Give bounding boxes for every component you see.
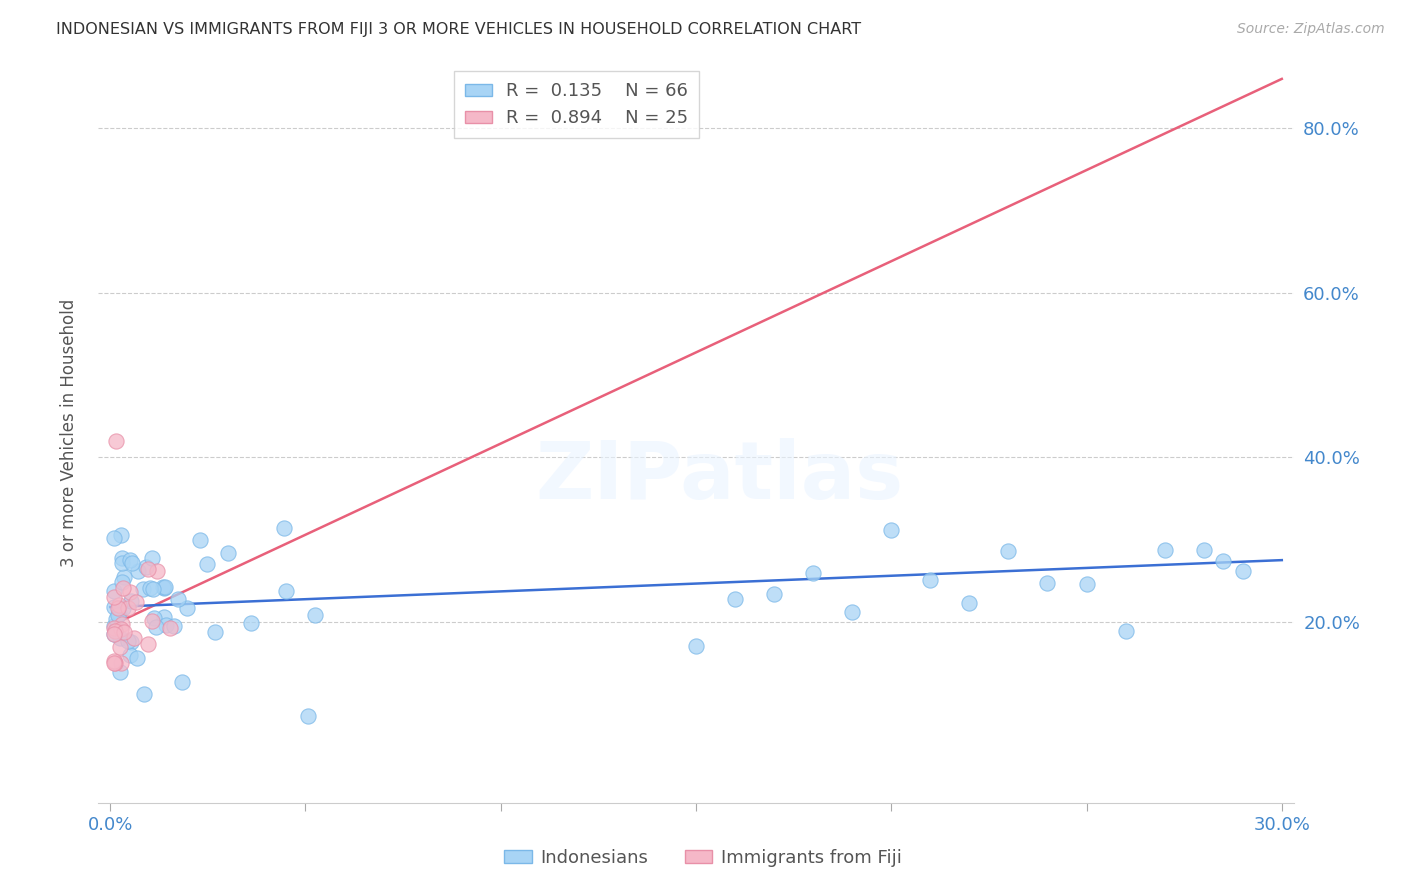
Point xyxy=(117,634,139,648)
Point xyxy=(142,582,165,596)
Y-axis label: 3 or more Vehicles in Household: 3 or more Vehicles in Household xyxy=(59,299,77,566)
Point xyxy=(103,590,125,604)
Point xyxy=(217,546,239,560)
Point xyxy=(103,627,125,641)
Point xyxy=(111,581,134,595)
Point xyxy=(108,640,131,655)
Point xyxy=(142,610,165,624)
Point xyxy=(163,618,186,632)
Point xyxy=(108,631,131,645)
Point xyxy=(920,573,942,587)
Point xyxy=(141,614,163,628)
Point xyxy=(188,533,211,548)
Point xyxy=(105,612,128,626)
Point xyxy=(107,601,129,615)
Point xyxy=(297,709,319,723)
Point xyxy=(1076,577,1098,591)
Point xyxy=(120,593,142,607)
Point xyxy=(103,656,125,670)
Text: INDONESIAN VS IMMIGRANTS FROM FIJI 3 OR MORE VEHICLES IN HOUSEHOLD CORRELATION C: INDONESIAN VS IMMIGRANTS FROM FIJI 3 OR … xyxy=(56,22,862,37)
Point xyxy=(152,580,174,594)
Point xyxy=(159,621,181,635)
Point xyxy=(117,600,139,615)
Point xyxy=(103,654,125,668)
Point xyxy=(103,619,125,633)
Point xyxy=(153,581,176,595)
Point xyxy=(1115,624,1137,638)
Point xyxy=(103,583,125,598)
Point xyxy=(132,582,155,596)
Point xyxy=(841,605,863,619)
Point xyxy=(304,607,326,622)
Point xyxy=(125,651,148,665)
Point xyxy=(110,656,132,670)
Legend: R =  0.135    N = 66, R =  0.894    N = 25: R = 0.135 N = 66, R = 0.894 N = 25 xyxy=(454,71,699,138)
Point xyxy=(108,607,131,621)
Point xyxy=(103,621,125,635)
Point xyxy=(114,625,136,640)
Point xyxy=(724,592,747,607)
Point xyxy=(110,528,132,542)
Point xyxy=(120,585,142,599)
Point xyxy=(107,607,129,622)
Text: ZIPatlas: ZIPatlas xyxy=(536,438,904,516)
Point xyxy=(135,560,157,574)
Point xyxy=(195,558,218,572)
Legend: Indonesians, Immigrants from Fiji: Indonesians, Immigrants from Fiji xyxy=(498,842,908,874)
Point xyxy=(120,648,142,662)
Point xyxy=(276,583,298,598)
Point xyxy=(111,616,134,631)
Point xyxy=(112,601,135,615)
Point xyxy=(111,556,134,570)
Point xyxy=(103,599,125,614)
Point xyxy=(155,617,177,632)
Point xyxy=(166,591,188,606)
Point xyxy=(239,616,262,631)
Point xyxy=(146,564,169,578)
Point xyxy=(997,544,1019,558)
Point xyxy=(1212,553,1234,567)
Point xyxy=(120,635,142,649)
Point xyxy=(112,570,135,584)
Point xyxy=(120,553,142,567)
Point xyxy=(1036,575,1059,590)
Point xyxy=(273,520,295,534)
Point xyxy=(139,581,162,595)
Point xyxy=(124,595,146,609)
Point xyxy=(108,599,131,613)
Point xyxy=(104,656,127,670)
Point xyxy=(127,564,149,578)
Point xyxy=(134,687,156,701)
Point xyxy=(957,596,980,610)
Point xyxy=(1192,542,1215,557)
Point xyxy=(880,523,903,537)
Text: Source: ZipAtlas.com: Source: ZipAtlas.com xyxy=(1237,22,1385,37)
Point xyxy=(141,551,163,566)
Point xyxy=(1232,564,1254,578)
Point xyxy=(145,620,167,634)
Point xyxy=(104,624,127,638)
Point xyxy=(204,624,226,639)
Point xyxy=(152,610,174,624)
Point xyxy=(111,574,134,589)
Point xyxy=(136,562,159,576)
Point xyxy=(122,631,145,645)
Point xyxy=(763,587,786,601)
Point xyxy=(801,566,824,580)
Point xyxy=(110,622,132,636)
Point xyxy=(685,639,707,653)
Point xyxy=(108,665,131,679)
Point xyxy=(172,675,194,690)
Point xyxy=(103,532,125,546)
Point xyxy=(105,434,128,448)
Point xyxy=(153,580,176,594)
Point xyxy=(1153,542,1175,557)
Point xyxy=(121,556,143,570)
Point xyxy=(176,600,198,615)
Point xyxy=(103,627,125,641)
Point xyxy=(111,551,134,566)
Point xyxy=(136,637,159,651)
